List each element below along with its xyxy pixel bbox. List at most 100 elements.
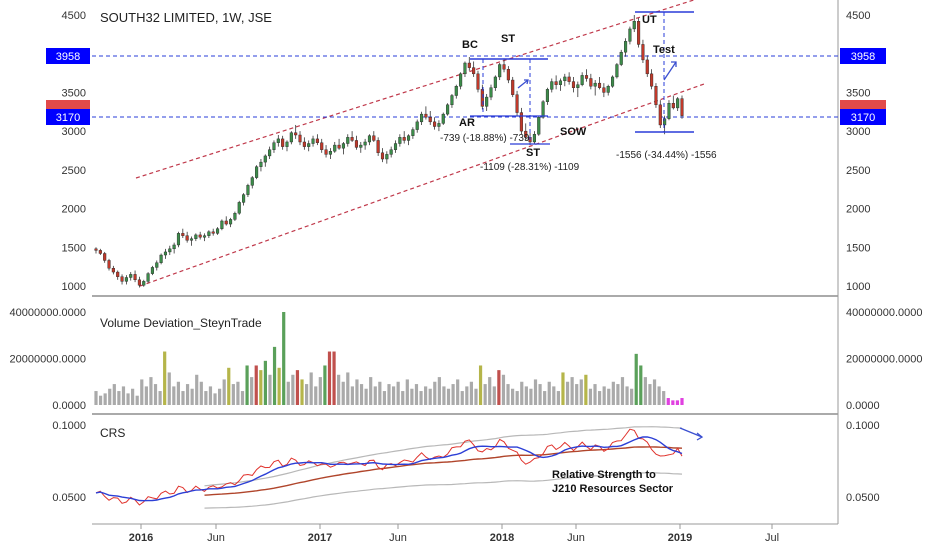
volume-bar bbox=[675, 400, 680, 405]
candle-body bbox=[641, 44, 645, 61]
volume-bar bbox=[222, 379, 226, 405]
candle-body bbox=[133, 274, 137, 281]
candle-body bbox=[519, 112, 523, 132]
candle-body bbox=[398, 137, 402, 144]
volume-bar bbox=[350, 386, 354, 405]
crs-lower-band bbox=[204, 472, 683, 509]
wyckoff-annotations: BC ST AR ST SOW UT Test -739 (-18.88%) -… bbox=[440, 11, 717, 173]
x-tick-label: 2018 bbox=[490, 532, 514, 544]
volume-axis: 40000000.0000 40000000.0000 20000000.0000 2… bbox=[10, 307, 923, 412]
volume-bar bbox=[451, 384, 455, 405]
volume-bar bbox=[323, 365, 327, 405]
candle-body bbox=[150, 267, 154, 274]
candle-body bbox=[615, 64, 619, 78]
volume-bar bbox=[213, 393, 217, 405]
candle-body bbox=[328, 151, 332, 155]
volume-bars bbox=[94, 312, 684, 405]
candle-body bbox=[637, 20, 641, 45]
price-tick-left: 2500 bbox=[62, 165, 86, 177]
volume-bar bbox=[359, 384, 364, 405]
volume-bar bbox=[579, 379, 583, 405]
crs-fast-ma bbox=[95, 436, 683, 502]
crs-arrow-head bbox=[696, 432, 704, 441]
volume-bar bbox=[565, 381, 570, 405]
candle-body bbox=[350, 137, 354, 141]
panels bbox=[92, 0, 839, 525]
candle-body bbox=[176, 233, 181, 246]
volume-bar bbox=[437, 377, 441, 405]
price-tick-right: 3000 bbox=[846, 126, 870, 138]
volume-bar bbox=[163, 351, 167, 405]
candle-body bbox=[255, 166, 259, 178]
candle-body bbox=[437, 123, 441, 127]
candle-body bbox=[480, 89, 484, 107]
x-tick-label: 2016 bbox=[129, 532, 153, 544]
volume-bar bbox=[515, 391, 519, 405]
crs-note-line-2: J210 Resources Sector bbox=[552, 483, 674, 495]
annot-st-1: ST bbox=[501, 33, 515, 45]
candle-body bbox=[593, 82, 597, 87]
volume-bar bbox=[135, 395, 139, 405]
volume-bar bbox=[652, 379, 657, 405]
horizontal-levels bbox=[92, 55, 838, 118]
volume-tick-left: 40000000.0000 bbox=[10, 307, 86, 319]
candle-body bbox=[584, 75, 589, 79]
volume-indicator-label: Volume Deviation_SteynTrade bbox=[100, 316, 262, 330]
candle-body bbox=[372, 135, 376, 141]
test-arrow-head bbox=[671, 61, 677, 67]
volume-bar bbox=[314, 386, 318, 405]
price-panel[interactable] bbox=[92, 0, 838, 296]
x-tick-label: Jun bbox=[207, 532, 225, 544]
candle-body bbox=[541, 101, 545, 118]
price-tick-right: 1500 bbox=[846, 242, 870, 254]
volume-bar bbox=[671, 400, 675, 405]
volume-bar bbox=[639, 365, 643, 405]
candle-body bbox=[493, 76, 497, 88]
candle-body bbox=[103, 253, 107, 261]
candle-body bbox=[359, 144, 363, 148]
candle-body bbox=[129, 274, 133, 278]
volume-bar bbox=[662, 391, 666, 405]
crs-note-line-1: Relative Strength to bbox=[552, 469, 656, 481]
volume-bar bbox=[588, 388, 593, 405]
volume-tick-left: 0.0000 bbox=[52, 400, 86, 412]
candle-body bbox=[411, 129, 415, 136]
candle-body bbox=[98, 250, 102, 254]
volume-bar bbox=[428, 388, 432, 405]
volume-bar bbox=[524, 386, 528, 405]
volume-bar bbox=[570, 377, 574, 405]
volume-bar bbox=[218, 388, 222, 405]
volume-bar bbox=[144, 386, 148, 405]
volume-bar bbox=[94, 391, 98, 405]
volume-bar bbox=[117, 391, 121, 405]
volume-bar bbox=[584, 374, 588, 405]
volume-bar bbox=[236, 381, 240, 405]
candle-body bbox=[498, 64, 502, 78]
candle-body bbox=[146, 273, 150, 282]
price-tick-right: 3500 bbox=[846, 87, 870, 99]
x-tick-label: 2017 bbox=[308, 532, 332, 544]
candle-body bbox=[341, 143, 345, 149]
candle-body bbox=[467, 62, 471, 68]
volume-bar bbox=[250, 377, 254, 405]
volume-bar bbox=[140, 379, 144, 405]
candle-body bbox=[194, 234, 198, 239]
volume-bar bbox=[419, 391, 423, 405]
candle-body bbox=[446, 104, 450, 115]
volume-bar bbox=[501, 374, 506, 405]
volume-bar bbox=[300, 379, 304, 405]
candle-body bbox=[420, 113, 424, 123]
volume-bar bbox=[327, 351, 332, 405]
volume-bar bbox=[666, 398, 670, 405]
volume-bar bbox=[309, 372, 313, 405]
volume-bar bbox=[291, 374, 295, 405]
candle-body bbox=[172, 244, 176, 250]
candle-body bbox=[281, 138, 285, 147]
candle-body bbox=[259, 161, 263, 167]
volume-bar bbox=[341, 381, 345, 405]
volume-bar bbox=[286, 381, 290, 405]
candle-body bbox=[624, 41, 628, 53]
volume-bar bbox=[593, 384, 597, 405]
volume-tick-right: 0.0000 bbox=[846, 400, 880, 412]
